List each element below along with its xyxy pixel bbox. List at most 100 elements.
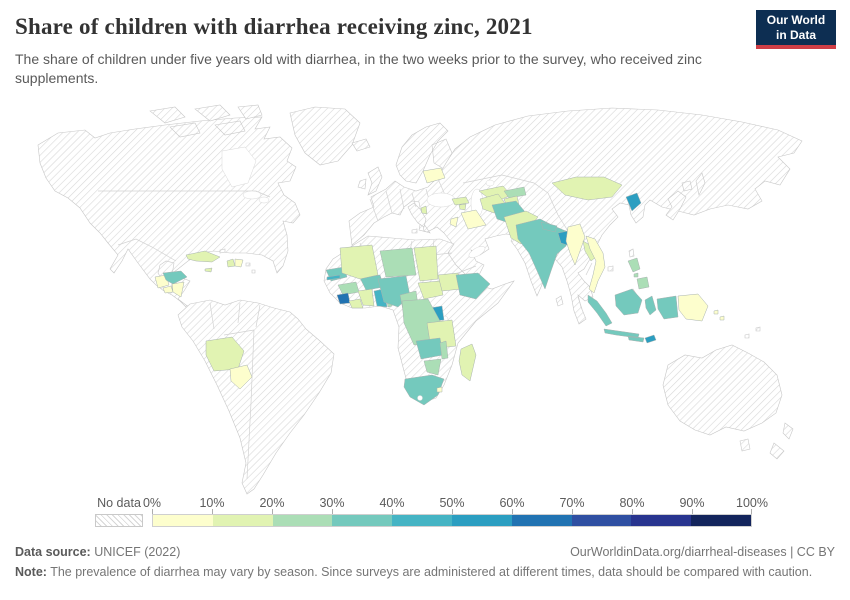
legend-tick-mark (272, 509, 273, 514)
country-madagascar (458, 343, 477, 382)
country-uzbekistan (478, 185, 512, 202)
legend-no-data-swatch[interactable] (95, 514, 143, 527)
owid-logo-line2: in Data (775, 27, 816, 42)
legend-tick-mark (512, 509, 513, 514)
legend-no-data-label: No data (97, 496, 141, 510)
country-cuba (185, 250, 221, 263)
owid-link[interactable]: OurWorldinData.org/diarrheal-diseases | … (570, 545, 835, 559)
country-chad (413, 245, 439, 282)
legend-bin-90-100%[interactable] (691, 515, 751, 526)
legend-tick-label: 50% (439, 496, 465, 510)
country-albania (420, 205, 428, 215)
data-source-value: UNICEF (2022) (94, 545, 181, 559)
landmass-new-zealand (769, 422, 794, 460)
country-lesotho-nodata (417, 395, 423, 401)
country-eswatini (436, 386, 443, 393)
country-malawi (439, 340, 449, 360)
legend-tick-mark (572, 509, 573, 514)
country-liberia (348, 298, 364, 309)
country-niger (379, 247, 417, 278)
country-armenia (458, 203, 467, 211)
country-zimbabwe (423, 358, 442, 376)
legend-tick-label: 30% (319, 496, 345, 510)
country-timor-leste (644, 334, 657, 344)
note-label: Note: (15, 565, 47, 579)
legend-bin-70-80%[interactable] (571, 515, 632, 526)
world-map (0, 103, 850, 495)
country-dominican-republic (234, 258, 244, 268)
note-text: The prevalence of diarrhea may vary by s… (50, 565, 813, 579)
data-source-line: Data source: UNICEF (2022) (15, 545, 180, 559)
landmass-south-america (177, 299, 335, 495)
legend-scale: 0% 10% 20% 30% 40% 50% 60% 70% 80% 90% 100% (143, 494, 768, 534)
country-belarus (422, 167, 446, 184)
legend-tick-label: 60% (499, 496, 525, 510)
country-mali (339, 244, 379, 280)
black-sea (426, 192, 456, 208)
lakes (221, 146, 495, 323)
landmass-iceland (351, 138, 371, 152)
legend-bin-80-90%[interactable] (631, 515, 692, 526)
country-solomon-islands (713, 309, 725, 321)
legend-tick-mark (152, 509, 153, 514)
small-islands (219, 248, 761, 339)
owid-logo-line1: Our World (766, 13, 826, 28)
chart-subtitle: The share of children under five years o… (15, 51, 702, 86)
legend-tick-mark (452, 509, 453, 514)
legend-bin-0-10%[interactable] (153, 515, 213, 526)
note-line: Note: The prevalence of diarrhea may var… (15, 565, 835, 579)
legend-tick-label: 70% (559, 496, 585, 510)
country-myanmar (565, 223, 586, 266)
legend-tick-mark (392, 509, 393, 514)
landmass-british-isles (357, 166, 383, 196)
country-honduras (162, 270, 188, 285)
country-nicaragua (171, 281, 185, 298)
legend-bin-30-40%[interactable] (332, 515, 393, 526)
country-indonesia (587, 288, 679, 343)
country-papua-new-guinea (677, 293, 709, 322)
country-south-africa (403, 374, 445, 406)
legend-bin-10-20%[interactable] (212, 515, 273, 526)
country-philippines (627, 257, 650, 290)
great-lakes (242, 190, 262, 200)
legend-tick-mark (212, 509, 213, 514)
country-iraq (460, 209, 487, 230)
legend-bin-50-60%[interactable] (451, 515, 512, 526)
legend-tick-label: 0% (142, 496, 162, 510)
legend-tick-label: 10% (199, 496, 225, 510)
landmass-greenland (289, 106, 361, 166)
legend-tick-label: 40% (379, 496, 405, 510)
country-nepal (540, 221, 558, 233)
landmass-sri-lanka (555, 295, 564, 307)
country-haiti (226, 258, 236, 268)
legend-tick-label: 90% (679, 496, 705, 510)
map-legend: No data 0% 10% 20% 30% 40% 50% 60% 70% 80% 90% 100… (0, 494, 850, 534)
arctic-islands (149, 104, 263, 138)
legend-tick-label: 100% (736, 496, 768, 510)
legend-tick-mark (332, 509, 333, 514)
legend-bin-40-50%[interactable] (392, 515, 452, 526)
country-gambia (326, 274, 341, 281)
country-georgia (451, 196, 470, 206)
country-vietnam (585, 235, 606, 294)
legend-tick-mark (692, 509, 693, 514)
landmass-japan (607, 172, 706, 272)
legend-tick-label: 80% (619, 496, 645, 510)
legend-color-bar (152, 514, 752, 527)
chart-title: Share of children with diarrhea receivin… (15, 14, 533, 39)
country-zambia (415, 337, 444, 360)
country-jamaica (204, 267, 213, 273)
legend-tick-label: 20% (259, 496, 285, 510)
country-central-african-republic (417, 280, 444, 300)
country-north-korea (625, 192, 642, 212)
legend-tick-mark (632, 509, 633, 514)
owid-logo[interactable]: Our World in Data (756, 10, 836, 49)
legend-bin-20-30%[interactable] (272, 515, 333, 526)
country-jordan (449, 216, 459, 228)
persian-gulf (468, 246, 486, 258)
legend-tick-mark (751, 509, 752, 514)
hudson-bay (221, 146, 257, 188)
legend-bin-60-70%[interactable] (511, 515, 572, 526)
data-countries[interactable] (154, 167, 725, 406)
